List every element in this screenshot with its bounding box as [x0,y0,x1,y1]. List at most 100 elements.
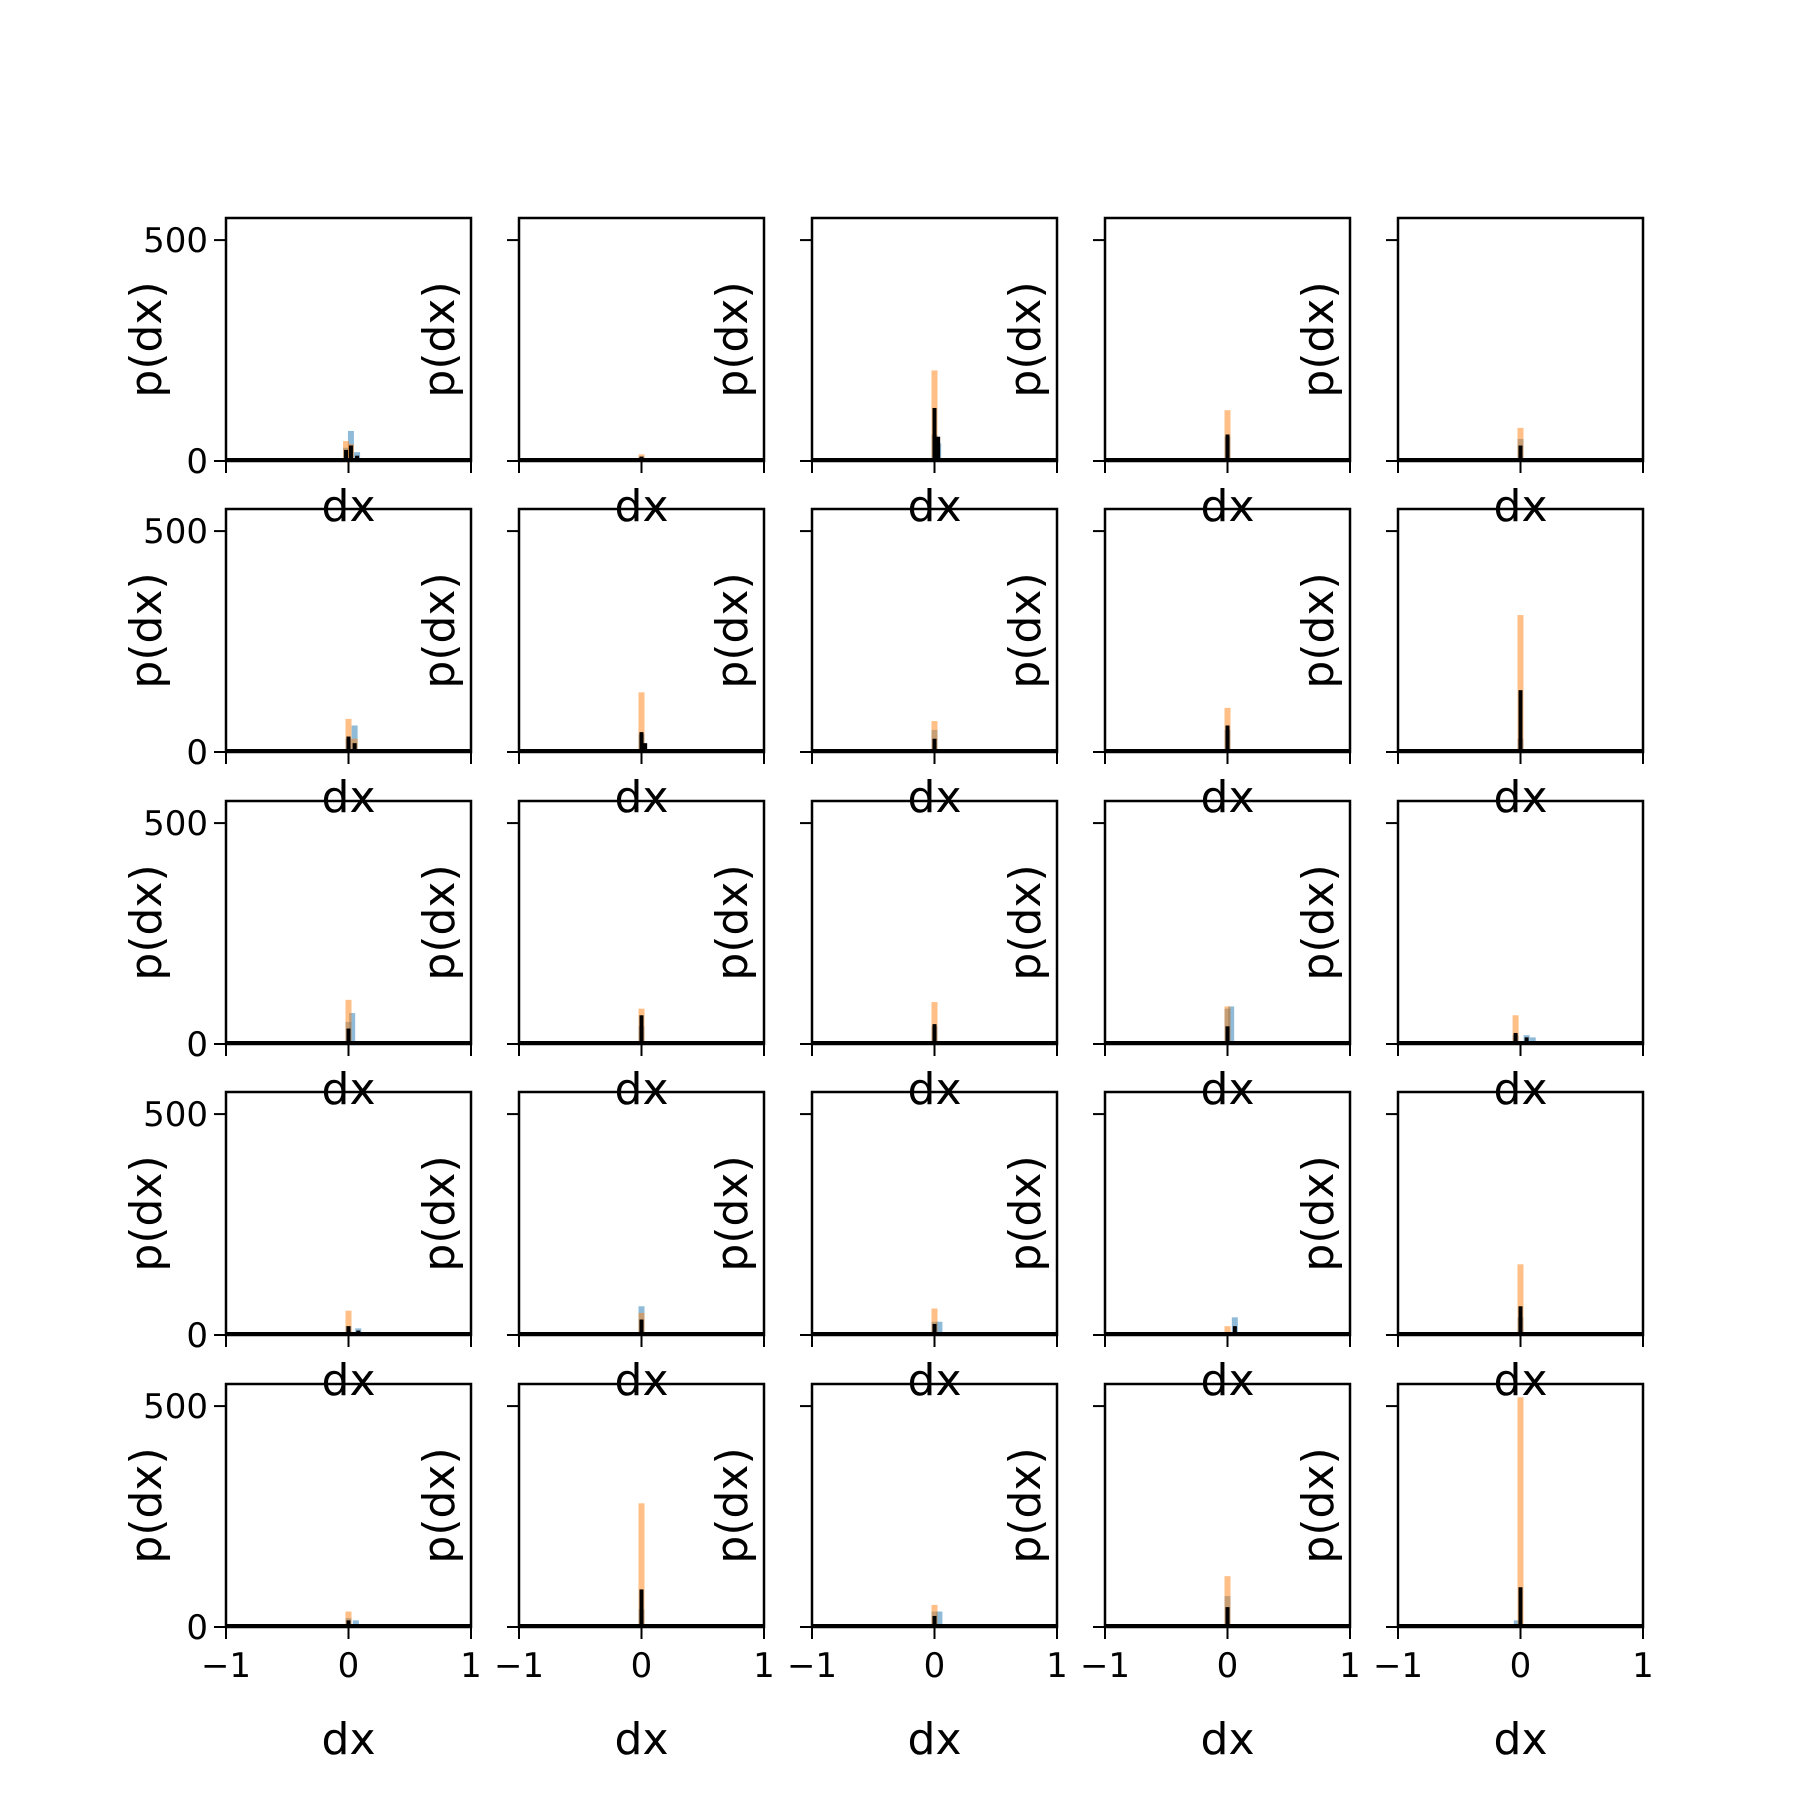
bar-black-r3c3-0 [932,1024,937,1044]
bar-black-r3c1-0 [346,1028,351,1044]
y-axis-label-r4c1: p(dx) [121,1155,172,1271]
subplot-r5c5: −1 0 1 p(dx) dx [1293,1382,1654,1765]
subplot-r1c2: p(dx) dx [414,216,766,532]
y-axis-label-r1c5: p(dx) [1293,281,1344,397]
bar-black-r1c3-0 [932,407,937,461]
bar-orange-r2c2-0 [638,692,645,752]
y-axis-label-r5c2: p(dx) [414,1447,465,1563]
subplot-r1c4: p(dx) dx [1000,216,1352,532]
x-axis-label-r2c2: dx [615,772,669,823]
y-axis-label-r2c3: p(dx) [707,572,758,688]
x-axis-label-r3c1: dx [322,1064,376,1115]
x-tick-label-r5c5-0: −1 [1373,1646,1423,1686]
bar-black-r5c1-0 [346,1620,351,1627]
bar-orange-r3c4-0 [1224,1006,1231,1044]
x-axis-label-r1c2: dx [615,481,669,532]
y-tick-label-r4c1-1: 500 [143,1095,208,1135]
x-axis-label-r3c5: dx [1494,1064,1548,1115]
subplot-r2c5: p(dx) dx [1293,507,1645,823]
subplot-r2c4: p(dx) dx [1000,507,1352,823]
bar-orange-r2c3-0 [931,721,938,752]
x-tick-label-r5c2-0: −1 [494,1646,544,1686]
bar-orange-r4c1-0 [345,1310,352,1335]
x-axis-label-r5c3: dx [908,1714,962,1765]
y-axis-label-r2c1: p(dx) [121,572,172,688]
y-axis-label-r4c4: p(dx) [1000,1155,1051,1271]
bar-orange-r5c2-0 [638,1503,645,1627]
bar-black-r3c2-0 [639,1015,644,1044]
subplot-r4c4: p(dx) dx [1000,1090,1352,1406]
bar-black-r1c3-1 [936,436,941,461]
y-axis-label-r2c4: p(dx) [1000,572,1051,688]
y-tick-label-r1c1-1: 500 [143,221,208,261]
y-axis-label-r4c5: p(dx) [1293,1155,1344,1271]
bar-black-r5c2-0 [639,1589,644,1627]
x-tick-label-r5c2-1: 0 [631,1646,653,1686]
bar-orange-r4c5-0 [1517,1264,1524,1335]
x-axis-label-r2c5: dx [1494,772,1548,823]
subplot-r3c3: p(dx) dx [707,799,1059,1115]
subplot-r2c3: p(dx) dx [707,507,1059,823]
x-axis-label-r4c3: dx [908,1355,962,1406]
bar-black-r2c3-0 [932,738,937,752]
bar-black-r4c5-0 [1518,1306,1523,1335]
subplot-r5c3: −1 0 1 p(dx) dx [707,1382,1068,1765]
bar-black-r5c3-0 [932,1615,937,1627]
bar-blue-r3c1-1 [349,1013,356,1044]
x-axis-label-r5c2: dx [615,1714,669,1765]
subplot-r4c5: p(dx)dx [1293,1090,1645,1406]
subplot-r3c4: p(dx) dx [1000,799,1352,1115]
bar-blue-r2c1-1 [351,725,358,752]
x-tick-label-r5c3-0: −1 [787,1646,837,1686]
x-tick-label-r5c4-0: −1 [1080,1646,1130,1686]
bar-black-r2c5-0 [1518,690,1523,752]
x-axis-label-r4c4: dx [1201,1355,1255,1406]
x-tick-label-r5c1-0: −1 [201,1646,251,1686]
subplot-r4c1: 0 500 p(dx) dx [121,1090,473,1406]
subplot-r1c1: 0 500 p(dx) dx [121,216,473,532]
bar-black-r4c1-0 [346,1326,351,1335]
bar-black-r5c5-0 [1518,1587,1523,1627]
y-axis-label-r3c5: p(dx) [1293,864,1344,980]
bar-black-r2c2-1 [643,743,648,752]
x-axis-label-r1c1: dx [322,481,376,532]
bar-black-r4c4-0 [1232,1326,1237,1335]
subplot-r1c3: p(dx) dx [707,216,1059,532]
subplot-r3c5: p(dx) dx [1293,799,1645,1115]
bar-black-r4c2-0 [639,1319,644,1335]
bar-orange-r3c1-0 [345,999,352,1044]
subplot-r4c2: p(dx) dx [414,1090,766,1406]
y-tick-label-r3c1-0: 0 [186,1025,208,1065]
x-axis-label-r1c4: dx [1201,481,1255,532]
bar-orange-r1c5-0 [1517,427,1524,461]
y-tick-label-r5c1-0: 0 [186,1608,208,1648]
y-tick-label-r2c1-1: 500 [143,512,208,552]
bar-black-r2c4-0 [1225,725,1230,752]
y-axis-label-r1c1: p(dx) [121,281,172,397]
y-axis-label-r3c4: p(dx) [1000,864,1051,980]
bar-orange-r5c5-0 [1517,1397,1524,1627]
x-tick-label-r5c2-2: 1 [753,1646,775,1686]
subplot-r5c4: −1 0 1 p(dx) dx [1000,1382,1361,1765]
bar-blue-r5c5-0 [1513,1620,1520,1627]
bar-black-r1c1-0 [344,449,349,461]
x-axis-label-r2c4: dx [1201,772,1255,823]
subplot-r2c1: 0 500 p(dx) dx [121,507,473,823]
bar-blue-r3c4-1 [1228,1006,1235,1044]
x-tick-label-r5c4-1: 0 [1217,1646,1239,1686]
bar-orange-r5c1-0 [345,1611,352,1627]
subplot-r2c2: p(dx) dx [414,507,766,823]
bar-black-r3c5-1 [1524,1037,1529,1044]
bar-blue-r4c3-1 [936,1321,943,1335]
bar-orange-r2c5-0 [1517,615,1524,752]
y-axis-label-r1c4: p(dx) [1000,281,1051,397]
subplot-r1c5: p(dx) dx [1293,216,1645,532]
bar-black-r3c5-0 [1513,1032,1518,1044]
x-axis-label-r5c4: dx [1201,1714,1255,1765]
x-axis-label-r5c5: dx [1494,1714,1548,1765]
x-tick-label-r5c5-2: 1 [1632,1646,1654,1686]
x-tick-label-r5c1-1: 0 [338,1646,360,1686]
bar-orange-r4c3-0 [931,1308,938,1335]
